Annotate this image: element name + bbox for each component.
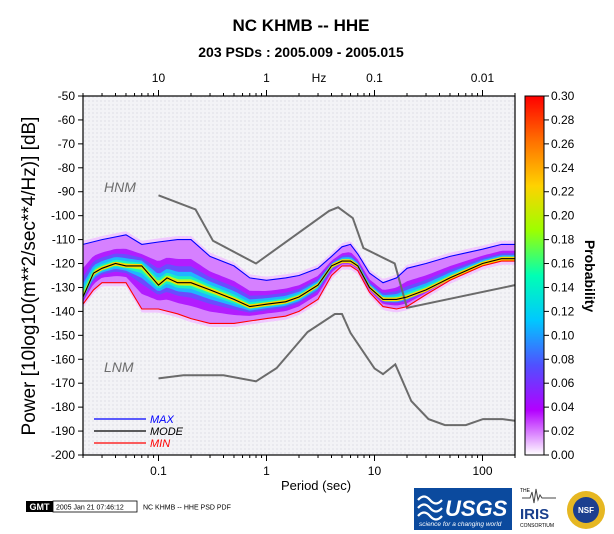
gmt-logo-box bbox=[26, 501, 53, 512]
x-top-tick-label: 0.1 bbox=[366, 71, 383, 85]
y-axis-label: Power [10log10(m**2/sec**4/Hz)] [dB] bbox=[19, 117, 40, 436]
lnm-line bbox=[158, 313, 515, 427]
colorbar-tick-label: 0.12 bbox=[551, 304, 575, 318]
y-tick-label: -90 bbox=[58, 185, 76, 199]
timestamp-box bbox=[52, 500, 138, 513]
nsf-text: NSF bbox=[578, 506, 594, 515]
colorbar bbox=[524, 95, 545, 456]
y-tick-label: -120 bbox=[51, 257, 75, 271]
y-tick-label: -160 bbox=[51, 352, 75, 366]
gmt-stamp: GMT 2005 Jan 21 07:46:12 bbox=[26, 500, 138, 513]
nsf-logo: NSF bbox=[567, 491, 605, 529]
y-tick-label: -110 bbox=[52, 233, 75, 247]
colorbar-tick-label: 0.26 bbox=[551, 137, 575, 151]
mode-line bbox=[83, 258, 515, 308]
iris-text: IRIS bbox=[520, 506, 549, 523]
colorbar-tick-label: 0.06 bbox=[551, 376, 575, 390]
x-tick-label: 100 bbox=[472, 464, 492, 478]
iris-seismogram-icon bbox=[522, 488, 556, 504]
chart-subtitle: 203 PSDs : 2005.009 - 2005.015 bbox=[198, 44, 404, 60]
y-tick-label: -180 bbox=[51, 400, 75, 414]
y-tick-label: -200 bbox=[51, 448, 75, 462]
y-tick-label: -190 bbox=[51, 424, 75, 438]
usgs-logo: USGS science for a changing world bbox=[414, 488, 512, 530]
y-tick-label: -70 bbox=[58, 137, 76, 151]
max-line bbox=[83, 234, 515, 284]
legend: MAX MODE MIN bbox=[94, 414, 184, 450]
colorbar-tick-label: 0.30 bbox=[551, 89, 575, 103]
colorbar-tick-label: 0.04 bbox=[551, 400, 575, 414]
hnm-label: HNM bbox=[104, 179, 136, 195]
colorbar-tick-label: 0.22 bbox=[551, 185, 575, 199]
colorbar-ticks: 0.00 0.02 0.04 0.06 0.08 0.10 0.12 0.14 0.16 0.18… bbox=[544, 89, 575, 462]
legend-max: MAX bbox=[150, 414, 175, 426]
colorbar-tick-label: 0.14 bbox=[551, 280, 575, 294]
x-top-tick-label: 10 bbox=[152, 71, 166, 85]
colorbar-tick-label: 0.28 bbox=[551, 113, 575, 127]
footer-caption: NC KHMB -- HHE PSD PDF bbox=[143, 505, 231, 512]
probability-density bbox=[83, 231, 515, 327]
iris-tagline: CONSORTIUM bbox=[520, 523, 554, 529]
iris-logo: THE IRIS CONSORTIUM bbox=[520, 488, 556, 529]
x-tick-label: 0.1 bbox=[150, 464, 167, 478]
y-tick-label: -130 bbox=[51, 280, 75, 294]
colorbar-tick-label: 0.16 bbox=[551, 257, 575, 271]
y-tick-label: -50 bbox=[58, 89, 76, 103]
min-line bbox=[83, 260, 515, 324]
nsf-seal-inner bbox=[573, 497, 599, 523]
lnm-label: LNM bbox=[104, 359, 134, 375]
noise-models bbox=[158, 194, 515, 427]
density-band-5 bbox=[83, 256, 515, 309]
legend-min: MIN bbox=[150, 438, 170, 450]
x-top-tick-label: 0.01 bbox=[471, 71, 495, 85]
colorbar-tick-label: 0.18 bbox=[551, 233, 575, 247]
x-tick-label: 10 bbox=[368, 464, 382, 478]
colorbar-tick-label: 0.10 bbox=[551, 328, 575, 342]
colorbar-tick-label: 0.00 bbox=[551, 448, 575, 462]
chart-title: NC KHMB -- HHE bbox=[233, 16, 370, 35]
top-axis-label: Hz bbox=[312, 71, 327, 85]
colorbar-label: Probability bbox=[582, 240, 598, 313]
legend-mode: MODE bbox=[150, 426, 184, 438]
x-axis-label: Period (sec) bbox=[281, 478, 351, 493]
statistic-lines bbox=[83, 234, 515, 324]
usgs-tagline: science for a changing world bbox=[419, 521, 502, 528]
y-tick-label: -150 bbox=[51, 328, 75, 342]
x-tick-label: 1 bbox=[263, 464, 270, 478]
gmt-logo: GMT bbox=[30, 502, 50, 512]
axes: -50 -60 -70 -80 -90 -100 -110 -120 -130 -140 -150 -… bbox=[51, 71, 516, 478]
iris-prefix: THE bbox=[520, 488, 531, 494]
hnm-line bbox=[158, 194, 515, 309]
timestamp: 2005 Jan 21 07:46:12 bbox=[56, 505, 124, 512]
y-tick-label: -140 bbox=[51, 304, 75, 318]
y-tick-label: -170 bbox=[51, 376, 75, 390]
colorbar-tick-label: 0.02 bbox=[551, 424, 575, 438]
usgs-wave-icon bbox=[417, 495, 443, 521]
x-top-tick-label: 1 bbox=[263, 71, 270, 85]
colorbar-tick-label: 0.08 bbox=[551, 352, 575, 366]
y-tick-label: -100 bbox=[51, 209, 75, 223]
y-tick-label: -60 bbox=[58, 113, 76, 127]
usgs-text: USGS bbox=[445, 496, 508, 521]
colorbar-tick-label: 0.24 bbox=[551, 161, 575, 175]
colorbar-tick-label: 0.20 bbox=[551, 209, 575, 223]
y-tick-label: -80 bbox=[58, 161, 76, 175]
